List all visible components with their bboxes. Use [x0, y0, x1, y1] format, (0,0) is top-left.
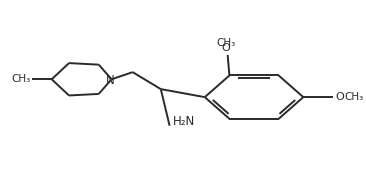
- Text: N: N: [106, 74, 115, 87]
- Text: H₂N: H₂N: [173, 114, 195, 127]
- Text: CH₃: CH₃: [11, 74, 31, 84]
- Text: O: O: [335, 92, 344, 102]
- Text: O: O: [221, 43, 230, 53]
- Text: CH₃: CH₃: [216, 38, 236, 48]
- Text: CH₃: CH₃: [344, 92, 364, 102]
